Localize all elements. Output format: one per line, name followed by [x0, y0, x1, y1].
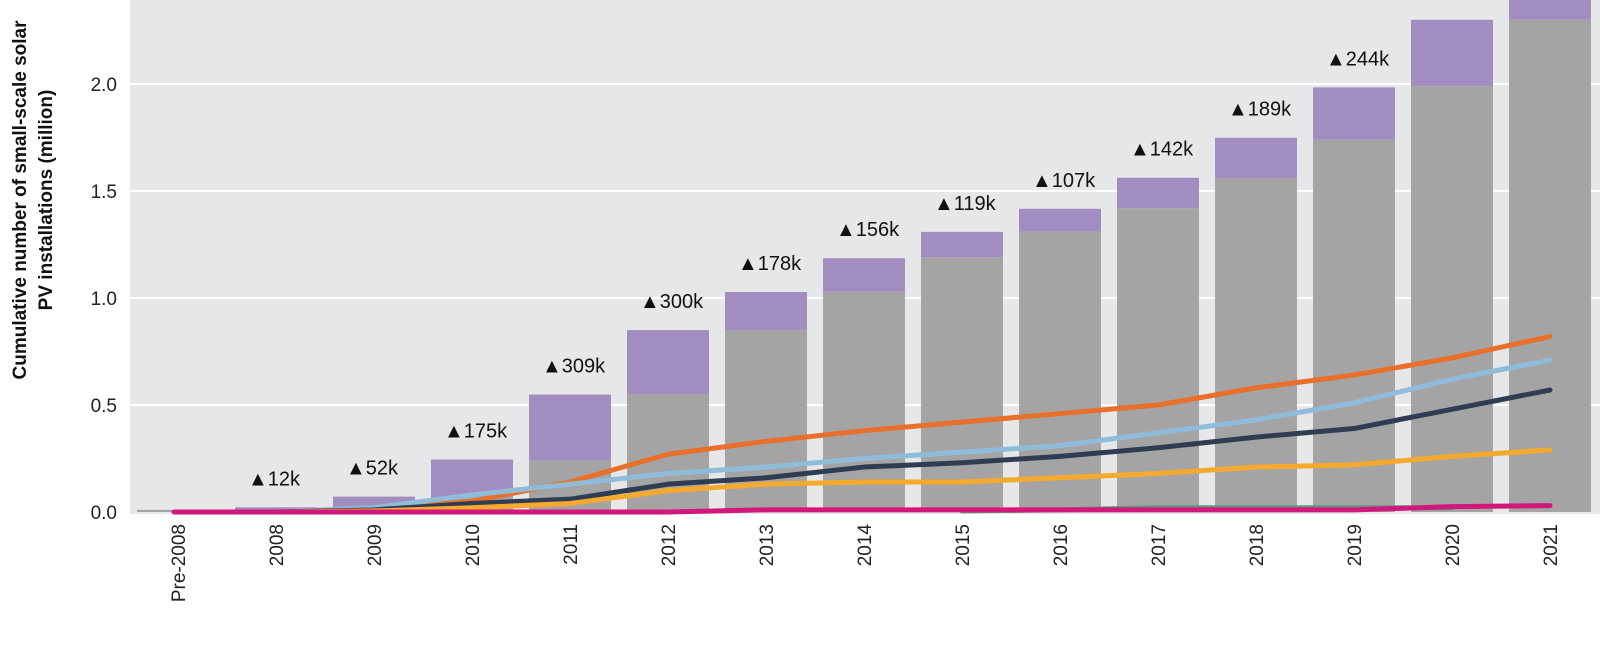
- increment-label: ▲178k: [738, 253, 802, 275]
- light-blue-line: [175, 357, 1553, 515]
- increment-label: ▲119k: [934, 193, 997, 215]
- increment-label: ▲52k: [346, 458, 399, 480]
- x-tick-label: 2016: [1051, 524, 1072, 566]
- y-tick-label: 0.5: [91, 396, 117, 417]
- y-tick-label: 1.5: [91, 182, 117, 203]
- y-tick-label: 2.0: [91, 75, 117, 96]
- bar-new-2016: [1019, 208, 1101, 232]
- bar-new-2019: [1313, 87, 1395, 140]
- bar-previous-2019: [1313, 139, 1395, 512]
- bar-previous-2017: [1117, 208, 1199, 512]
- x-tick-label: 2010: [463, 524, 484, 566]
- increment-label: ▲300k: [640, 291, 704, 313]
- bar-new-2011: [529, 394, 611, 461]
- x-tick-label: 2014: [855, 524, 876, 567]
- x-tick-label: 2008: [267, 524, 288, 566]
- y-axis-ticks: 0.0 0.5 1.0 1.5 2.0: [91, 75, 117, 524]
- bar-previous-2021: [1509, 19, 1591, 513]
- bar-previous-2020: [1411, 86, 1493, 512]
- y-axis-title-line1: Cumulative number of small-scale solar: [10, 20, 31, 380]
- x-tick-label: 2012: [659, 524, 680, 566]
- y-tick-label: 0.0: [91, 503, 117, 524]
- increment-label: ▲107k: [1032, 170, 1096, 192]
- increment-label: ▲12k: [248, 468, 301, 490]
- x-tick-label: 2009: [365, 524, 386, 566]
- increment-label: ▲175k: [444, 421, 508, 443]
- lines: [171, 334, 1553, 515]
- bar-new-2015: [921, 231, 1003, 258]
- x-tick-label: 2017: [1149, 524, 1170, 566]
- increment-label: ▲142k: [1130, 139, 1194, 161]
- bar-previous-2014: [823, 291, 905, 512]
- bar-previous-2015: [921, 257, 1003, 512]
- magenta-line: [171, 503, 1553, 515]
- x-tick-label: 2011: [561, 524, 582, 565]
- bar-new-2020: [1411, 19, 1493, 87]
- y-tick-label: 1.0: [91, 289, 117, 310]
- bars: [137, 0, 1591, 513]
- increment-label: ▲244k: [1326, 48, 1390, 70]
- x-tick-label: 2020: [1443, 524, 1464, 566]
- annotations: ▲12k ▲52k ▲175k ▲309k ▲300k ▲178k ▲156k ▲119k ▲1…: [248, 48, 1390, 490]
- bar-new-2017: [1117, 177, 1199, 209]
- x-tick-label: Pre-2008: [169, 524, 190, 602]
- bar-new-2013: [725, 292, 807, 331]
- bar-new-2009: [333, 496, 415, 508]
- x-tick-label: 2013: [757, 524, 778, 566]
- x-tick-label: 2015: [953, 524, 974, 566]
- increment-label: ▲189k: [1228, 99, 1292, 121]
- bar-previous-2018: [1215, 178, 1297, 512]
- bar-new-2018: [1215, 137, 1297, 179]
- y-axis-title: Cumulative number of small-scale solar P…: [10, 20, 57, 380]
- bar-new-2008: [235, 507, 317, 510]
- x-tick-label: 2021: [1541, 524, 1562, 566]
- bar-new-2021: [1509, 0, 1591, 20]
- x-axis-ticks: Pre-2008 2008 2009 2010 2011 2012 2013 2014 2015…: [169, 524, 1562, 603]
- bar-previous-2016: [1019, 231, 1101, 512]
- x-tick-label: 2018: [1247, 524, 1268, 566]
- y-axis-title-line2: PV installations (million): [36, 90, 57, 311]
- increment-label: ▲156k: [836, 219, 900, 241]
- bar-new-2012: [627, 330, 709, 395]
- bar-new-2014: [823, 258, 905, 292]
- increment-label: ▲309k: [542, 356, 606, 378]
- x-tick-label: 2019: [1345, 524, 1366, 566]
